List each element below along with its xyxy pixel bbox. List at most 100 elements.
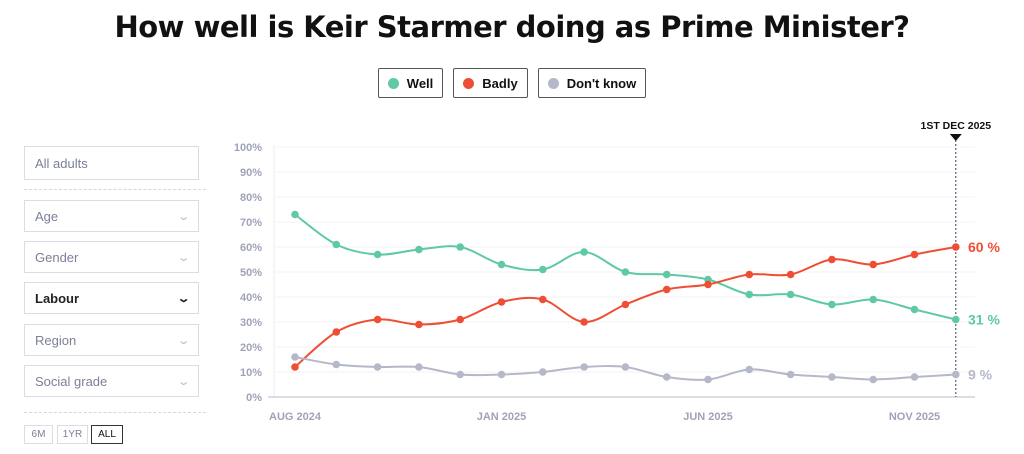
chevron-down-icon: ⌄ [176, 375, 191, 388]
data-point [869, 295, 877, 304]
data-point [456, 315, 465, 324]
dropdown-label: Gender [35, 249, 79, 265]
data-point [662, 373, 671, 381]
age-dropdown[interactable]: Age ⌄ [24, 200, 199, 232]
data-point [373, 315, 382, 324]
y-tick-label: 60% [240, 242, 262, 254]
data-point [745, 365, 754, 374]
data-point [662, 285, 671, 294]
data-point [621, 363, 630, 371]
data-point [415, 320, 423, 329]
data-point [786, 270, 795, 279]
chevron-down-icon: ⌄ [176, 292, 191, 305]
marker-triangle-icon [949, 134, 962, 141]
dropdown-label: Region [35, 332, 77, 348]
range-1yr-button[interactable]: 1YR [57, 425, 88, 444]
legend-dont-know-button[interactable]: Don't know [537, 68, 647, 98]
data-point [373, 250, 382, 259]
data-point [539, 295, 547, 304]
y-tick-label: 40% [240, 292, 262, 304]
date-marker-label: 1ST DEC 2025 [920, 120, 991, 132]
y-tick-label: 100% [234, 142, 262, 154]
data-point [332, 328, 341, 336]
legend: Well Badly Don't know [0, 68, 1024, 98]
data-point [539, 368, 547, 376]
dropdown-label: Social grade [35, 373, 108, 389]
legend-badly-button[interactable]: Badly [453, 68, 528, 98]
data-point [456, 243, 465, 251]
range-all-button[interactable]: ALL [91, 425, 123, 444]
y-tick-label: 50% [240, 267, 262, 279]
data-point [786, 290, 795, 299]
data-point [580, 318, 588, 326]
data-point [580, 363, 588, 371]
divider [24, 412, 206, 413]
data-point [704, 280, 712, 289]
chevron-down-icon: ⌄ [176, 334, 191, 347]
divider [24, 189, 206, 190]
data-point [745, 290, 754, 299]
data-point [828, 255, 836, 264]
y-tick-label: 70% [240, 217, 262, 229]
data-point [828, 373, 836, 381]
x-tick-label: NOV 2025 [889, 411, 940, 423]
gender-dropdown[interactable]: Gender ⌄ [24, 241, 199, 273]
chevron-down-icon: ⌄ [176, 251, 191, 264]
data-point [373, 363, 382, 371]
data-point [869, 375, 877, 384]
data-point [497, 298, 506, 306]
data-point [952, 243, 960, 251]
data-point [291, 210, 299, 219]
y-tick-label: 0% [246, 392, 262, 404]
x-tick-label: JUN 2025 [683, 411, 733, 423]
y-tick-label: 80% [240, 192, 262, 204]
audience-label: All adults [35, 155, 88, 171]
data-point [786, 370, 795, 379]
y-tick-label: 90% [240, 167, 262, 179]
legend-well-button[interactable]: Well [377, 68, 444, 98]
end-value-label: 9 % [968, 367, 993, 383]
data-point [910, 250, 919, 259]
range-6m-button[interactable]: 6M [24, 425, 53, 444]
dont-know-dot-icon [547, 77, 559, 89]
data-point [910, 373, 919, 381]
audience-select[interactable]: All adults [24, 146, 199, 180]
badly-dot-icon [463, 77, 475, 89]
data-point [291, 353, 299, 361]
data-point [869, 260, 877, 269]
data-point [952, 370, 960, 379]
data-point [910, 305, 919, 314]
data-point [828, 300, 836, 309]
x-tick-label: JAN 2025 [477, 411, 527, 423]
data-point [332, 360, 341, 369]
region-dropdown[interactable]: Region ⌄ [24, 324, 199, 356]
legend-label: Badly [482, 75, 518, 91]
end-value-label: 31 % [968, 312, 1000, 328]
legend-label: Don't know [566, 75, 637, 91]
y-tick-label: 30% [240, 317, 262, 329]
page-title: How well is Keir Starmer doing as Prime … [114, 10, 910, 44]
data-point [456, 370, 465, 379]
data-point [745, 270, 754, 279]
party-dropdown[interactable]: Labour ⌄ [24, 282, 199, 314]
data-point [497, 370, 506, 379]
well-dot-icon [387, 77, 399, 89]
data-point [415, 245, 423, 254]
y-tick-label: 20% [240, 342, 262, 354]
data-point [497, 260, 506, 269]
data-point [621, 300, 630, 309]
end-value-label: 60 % [968, 239, 1000, 255]
social-grade-dropdown[interactable]: Social grade ⌄ [24, 365, 199, 397]
data-point [952, 315, 960, 324]
legend-label: Well [406, 75, 434, 91]
data-point [621, 268, 630, 276]
data-point [291, 363, 299, 371]
x-tick-label: AUG 2024 [269, 411, 322, 423]
y-tick-label: 10% [240, 367, 262, 379]
dropdown-label: Labour [35, 290, 80, 306]
dropdown-label: Age [35, 208, 59, 224]
chevron-down-icon: ⌄ [176, 210, 191, 223]
data-point [704, 375, 712, 384]
data-point [332, 240, 341, 249]
